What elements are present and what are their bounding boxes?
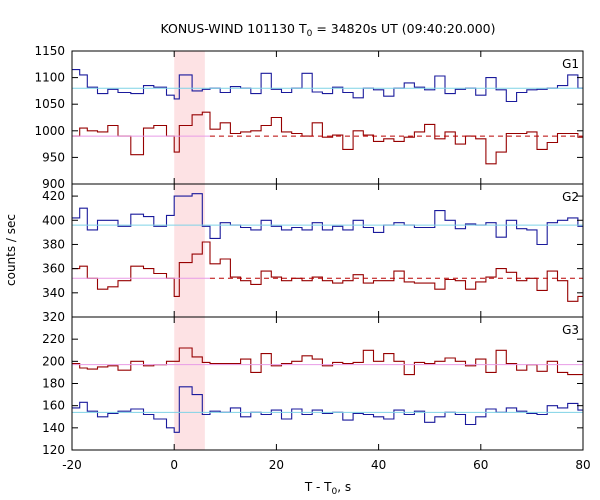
y-tick-label: 220 [42,332,65,346]
y-tick-label: 400 [42,213,65,227]
x-tick-label: 20 [269,458,284,472]
panel-frame-g2 [71,183,584,318]
panel-label-g2: G2 [562,190,579,204]
y-tick-label: 1100 [34,71,65,85]
y-tick-label: 1150 [34,44,65,58]
series-blue-g2 [72,193,583,246]
x-tick-label: -20 [62,458,82,472]
chart-title: KONUS-WIND 101130 T0 = 34820s UT (09:40:… [160,21,495,39]
y-tick-label: 420 [42,189,65,203]
series-red-g1 [72,111,583,165]
y-tick-label: 380 [42,237,65,251]
panel-g3 [72,347,583,433]
y-tick-label: 950 [42,150,65,164]
panel-g1 [72,69,583,165]
x-tick-label: 60 [473,458,488,472]
x-tick-label: 40 [371,458,386,472]
y-tick-label: 140 [42,421,65,435]
panel-label-g1: G1 [562,57,579,71]
series-blue-g3 [72,386,583,433]
x-axis-label: T - T0, s [304,480,351,497]
series-blue-g1 [72,69,583,103]
panel-frame-g3 [71,316,584,451]
y-tick-label: 1000 [34,124,65,138]
panel-label-g3: G3 [562,323,579,337]
x-tick-label: 80 [575,458,590,472]
y-tick-label: 120 [42,443,65,457]
y-tick-label: 360 [42,262,65,276]
y-tick-label: 180 [42,377,65,391]
y-tick-label: 900 [42,177,65,191]
x-tick-label: 0 [170,458,178,472]
y-tick-label: 320 [42,310,65,324]
y-axis-label: counts / sec [4,214,18,286]
y-tick-label: 340 [42,286,65,300]
y-tick-label: 160 [42,399,65,413]
panel-g2 [72,193,583,302]
y-tick-label: 200 [42,354,65,368]
highlight-band [174,51,205,450]
y-tick-label: 1050 [34,97,65,111]
panel-frame-g1 [71,50,584,185]
series-red-g2 [72,241,583,302]
series-red-g3 [72,347,583,376]
